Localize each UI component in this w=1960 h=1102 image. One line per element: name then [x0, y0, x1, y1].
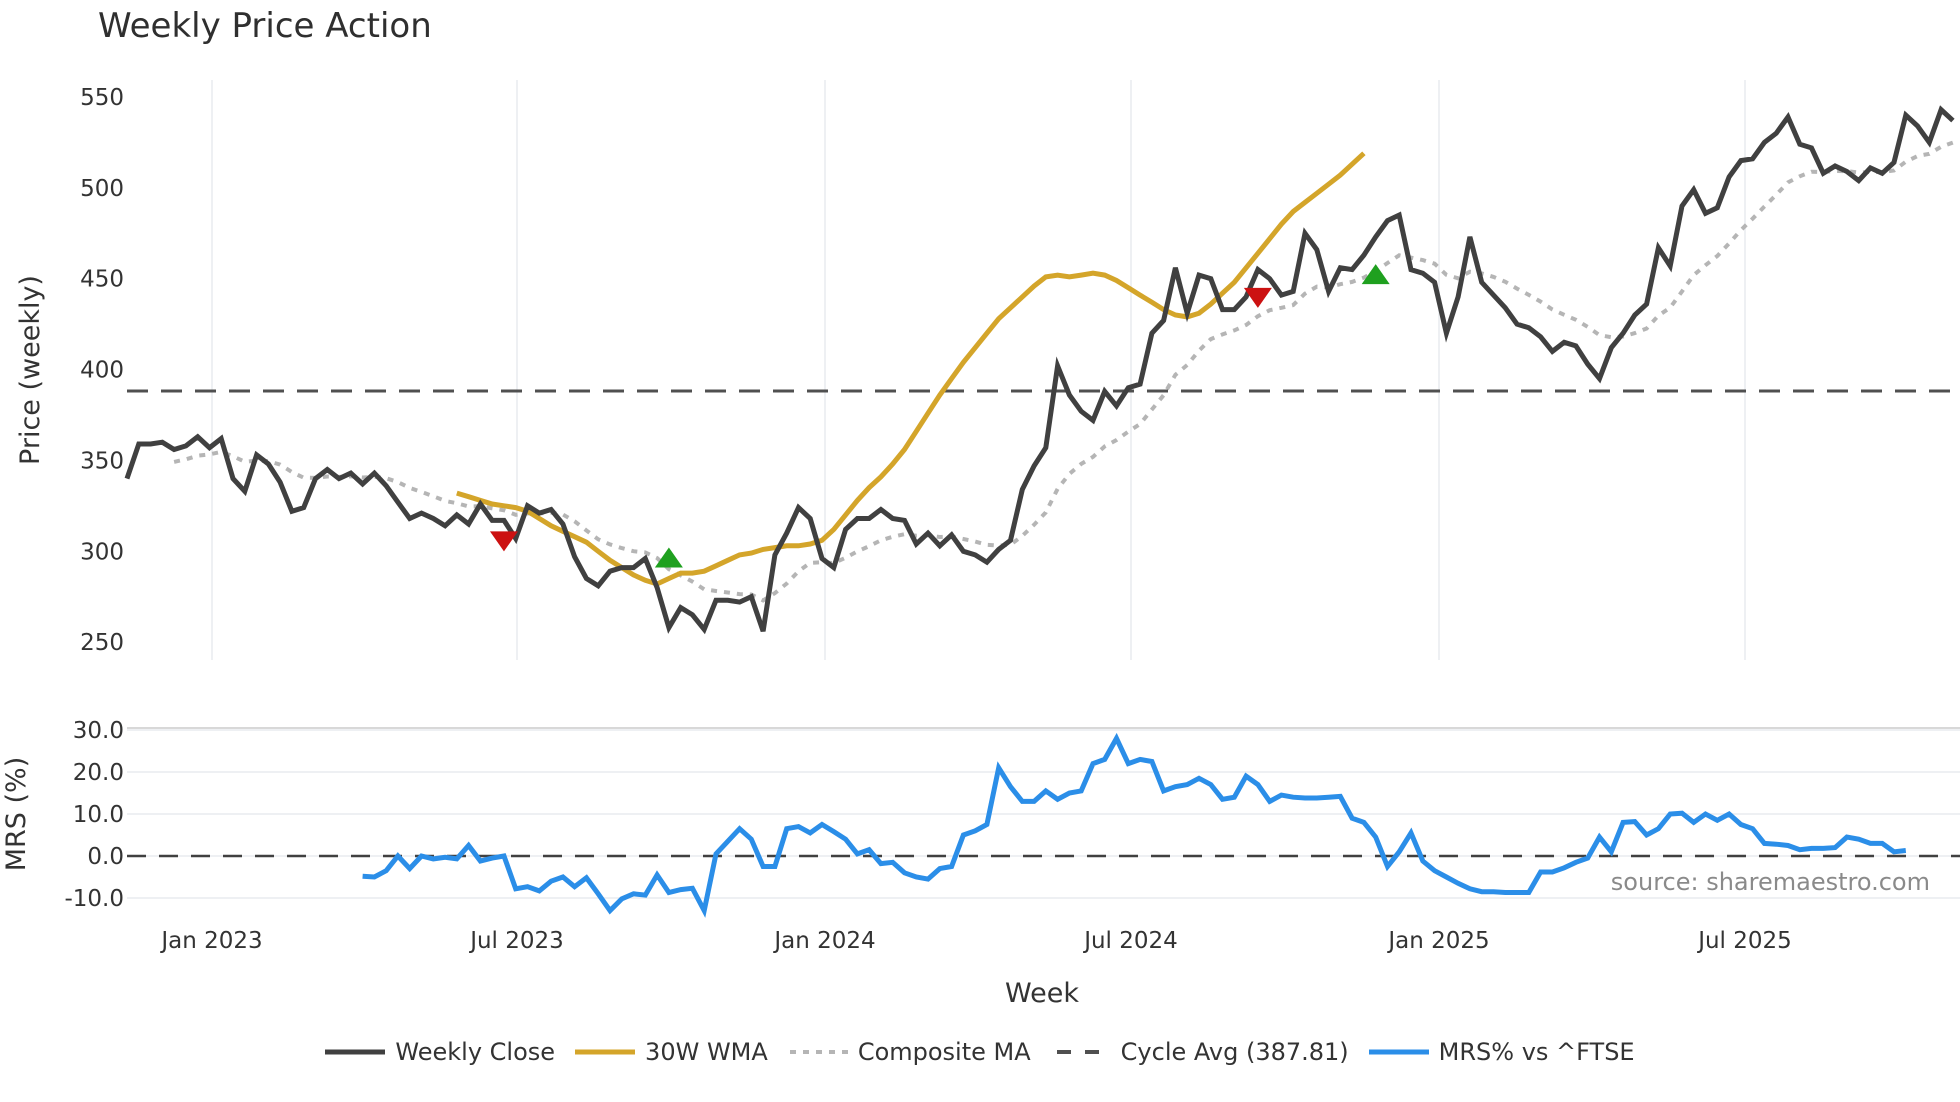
legend-item-cycle-avg[interactable]: Cycle Avg (387.81) — [1051, 1038, 1349, 1066]
legend-item-mrs[interactable]: MRS% vs ^FTSE — [1368, 1038, 1635, 1066]
legend: Weekly Close 30W WMA Composite MA Cycle … — [0, 1038, 1960, 1066]
svg-text:350: 350 — [80, 448, 124, 474]
buy-signal-icon — [1361, 264, 1390, 285]
x-tick-label: Jul 2025 — [1696, 928, 1792, 954]
price-gridlines — [211, 80, 1746, 660]
solid-line-icon — [1368, 1045, 1429, 1059]
x-tick-label: Jan 2023 — [159, 928, 262, 954]
legend-label: Weekly Close — [395, 1038, 556, 1066]
buy-signal-icon — [654, 547, 683, 568]
composite-ma-line — [173, 140, 1954, 603]
svg-text:250: 250 — [80, 630, 124, 656]
mrs-y-axis-label: MRS (%) — [1, 757, 32, 872]
sell-signal-icon — [489, 531, 518, 552]
mrs-line — [362, 732, 1907, 918]
price-y-ticks: 550 500 450 400 350 300 250 — [80, 85, 124, 656]
svg-text:550: 550 — [80, 85, 124, 111]
svg-text:30.0: 30.0 — [73, 718, 124, 744]
x-tick-label: Jul 2023 — [468, 928, 564, 954]
legend-label: Cycle Avg (387.81) — [1120, 1038, 1349, 1066]
x-axis-label: Week — [1005, 978, 1079, 1009]
svg-text:10.0: 10.0 — [73, 802, 124, 828]
chart-title: Weekly Price Action — [98, 6, 432, 46]
x-axis-ticks: Jan 2023 Jul 2023 Jan 2024 Jul 2024 Jan 2025… — [159, 928, 1791, 954]
legend-label: 30W WMA — [645, 1038, 768, 1066]
dashed-line-icon — [1051, 1045, 1111, 1059]
sell-signal-icon — [1243, 287, 1272, 308]
svg-text:400: 400 — [80, 358, 124, 384]
chart-canvas: 550 500 450 400 350 300 250 Price (weekly) 30.… — [1, 80, 1960, 1009]
x-tick-label: Jan 2025 — [1386, 928, 1489, 954]
legend-label: Composite MA — [857, 1038, 1031, 1066]
svg-text:450: 450 — [80, 267, 124, 293]
svg-text:-10.0: -10.0 — [64, 886, 124, 912]
mrs-gridlines — [127, 727, 1960, 899]
svg-text:500: 500 — [80, 176, 124, 202]
legend-label: MRS% vs ^FTSE — [1438, 1038, 1635, 1066]
svg-text:0.0: 0.0 — [87, 844, 124, 870]
solid-line-icon — [325, 1045, 386, 1059]
solid-line-icon — [575, 1045, 636, 1059]
signal-markers — [489, 264, 1390, 568]
legend-item-30w-wma[interactable]: 30W WMA — [575, 1038, 768, 1066]
price-y-axis-label: Price (weekly) — [15, 275, 46, 465]
legend-item-weekly-close[interactable]: Weekly Close — [325, 1038, 555, 1066]
weekly-close-line — [124, 105, 1955, 635]
x-tick-label: Jan 2024 — [772, 928, 875, 954]
dotted-line-icon — [788, 1045, 848, 1059]
source-annotation: source: sharemaestro.com — [1611, 868, 1930, 896]
mrs-y-ticks: 30.0 20.0 10.0 0.0 -10.0 — [64, 718, 124, 912]
svg-text:20.0: 20.0 — [73, 760, 124, 786]
wma-30w-line — [456, 151, 1366, 587]
svg-text:300: 300 — [80, 539, 124, 565]
x-tick-label: Jul 2024 — [1082, 928, 1178, 954]
legend-item-composite-ma[interactable]: Composite MA — [788, 1038, 1031, 1066]
